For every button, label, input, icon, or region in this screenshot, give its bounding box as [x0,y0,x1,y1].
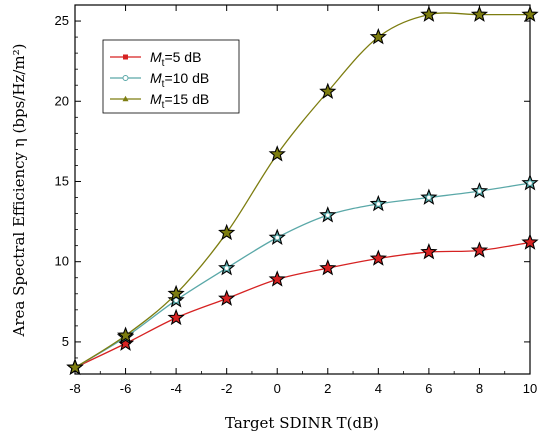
x-tick-label: 4 [375,381,382,396]
data-point-circle [527,180,533,186]
y-tick-label: 25 [55,13,69,28]
data-point-circle [173,297,179,303]
legend-marker-triangle [122,95,129,102]
data-point-circle [325,212,331,218]
legend-label: Mt=15 dB [150,91,209,111]
data-point-square [477,248,482,253]
data-point-circle [274,234,280,241]
y-tick-label: 20 [55,93,69,108]
x-tick-label: 2 [324,381,331,396]
x-tick-label: 8 [476,381,483,396]
y-tick-label: 10 [55,254,69,269]
legend-item: Mt=10 dB [110,70,209,90]
legend-item: Mt=15 dB [110,91,209,111]
data-point-square [275,277,280,282]
data-point-square [426,249,432,255]
y-tick-label: 15 [55,173,69,188]
legend-marker-circle [122,75,129,81]
data-point-square [224,296,229,301]
y-axis-title: Area Spectral Efficiency η (bps/Hz/m²) [10,44,28,338]
y-tick-label: 5 [62,334,69,349]
data-point-triangle [224,230,230,235]
series-1 [66,233,539,375]
series-layer [66,5,539,375]
series-2 [66,174,539,375]
legend-marker-square [123,54,128,60]
data-point-square [376,256,381,261]
x-tick-label: -4 [170,381,182,396]
series-line [74,241,531,369]
data-point-triangle [122,332,129,338]
x-tick-label: -8 [69,381,81,396]
data-point-circle [426,194,432,201]
data-point-triangle [173,290,179,296]
x-axis-title: Target SDINR T(dB) [225,414,379,432]
data-point-triangle [375,34,381,39]
x-tick-label: 6 [425,381,432,396]
legend-label: Mt=10 dB [150,70,209,90]
data-point-square [325,265,330,271]
data-point-triangle [476,11,483,17]
data-point-square [173,315,179,321]
series-line [74,12,530,369]
x-tick-label: -2 [221,381,233,396]
legend-label: Mt=5 dB [150,49,201,69]
data-point-circle [476,188,483,194]
data-point-circle [223,265,230,271]
data-point-triangle [274,151,280,157]
x-tick-label: -6 [120,381,132,396]
data-point-triangle [72,364,78,370]
series-3 [66,5,539,375]
data-point-triangle [325,88,331,94]
data-point-circle [375,201,382,207]
y-axis-ticks: 5 10 15 20 25 [55,4,530,375]
data-point-square [123,341,128,346]
x-tick-label: 0 [274,381,281,396]
data-point-square [527,240,533,245]
data-point-triangle [527,11,533,17]
legend-item: Mt=5 dB [110,49,201,69]
series-line [74,182,531,369]
x-tick-label: 10 [523,381,537,396]
data-point-triangle [426,11,432,17]
